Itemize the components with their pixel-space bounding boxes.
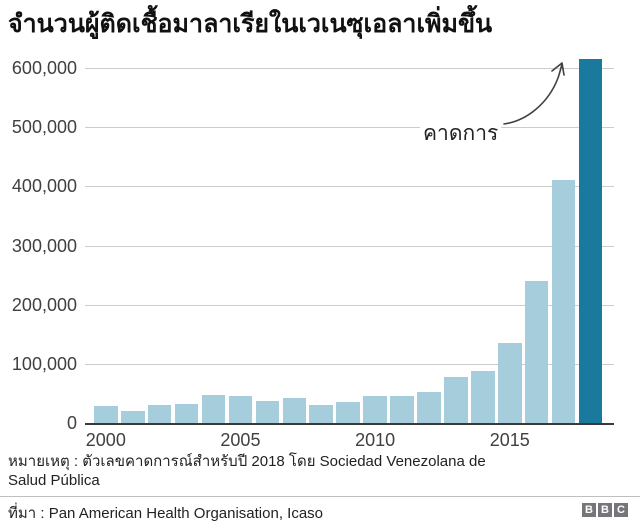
footnote-line-2: Salud Pública: [8, 472, 100, 489]
gridline-500,000: [85, 127, 614, 129]
bar-2015: [497, 342, 522, 423]
bar-2002: [147, 405, 172, 423]
source-credit: ที่มา : Pan American Health Organisation…: [8, 505, 324, 522]
y-tick-300,000: 300,000: [11, 235, 77, 256]
bar-2005: [228, 395, 253, 423]
bar-2003: [174, 404, 199, 423]
bar-2016: [524, 281, 549, 423]
y-tick-400,000: 400,000: [11, 176, 77, 197]
y-tick-0: 0: [66, 413, 77, 433]
gridline-300,000: [85, 245, 614, 247]
plot-area: [85, 45, 614, 425]
y-tick-200,000: 200,000: [11, 294, 77, 315]
bar-2000: [94, 405, 118, 423]
bar-2007: [282, 398, 307, 423]
bar-2012: [417, 392, 441, 423]
x-axis: 2000 2005 2010 2015: [85, 430, 614, 452]
bbc-logo: B B C: [582, 503, 628, 517]
bbc-logo-block-2: B: [598, 503, 612, 517]
footnote-line-1: หมายเหตุ : ตัวเลขคาดการณ์สำหรับปี 2018 โ…: [8, 453, 486, 470]
bar-2008: [309, 404, 334, 423]
gridline-400,000: [85, 186, 614, 188]
x-tick-2010: 2010: [355, 430, 396, 450]
bar-2004: [201, 395, 226, 423]
gridline-100,000: [85, 363, 614, 365]
footer-divider: [0, 496, 640, 497]
y-axis: 0 100,000 200,000 300,000 400,000 500,000 600,…: [0, 0, 77, 440]
bar-2006: [255, 401, 280, 423]
y-tick-100,000: 100,000: [11, 353, 77, 374]
bbc-logo-block-3: C: [614, 503, 628, 517]
bar-2017: [551, 179, 576, 423]
x-tick-2005: 2005: [220, 430, 261, 450]
page-title: จำนวนผู้ติดเชื้อมาลาเรียในเวเนซุเอลาเพิ่…: [8, 10, 493, 38]
bar-2011: [390, 395, 414, 423]
bar-2009: [336, 402, 360, 423]
footnote: หมายเหตุ : ตัวเลขคาดการณ์สำหรับปี 2018 โ…: [8, 452, 628, 490]
bar-2014: [471, 370, 495, 423]
x-tick-2000: 2000: [85, 430, 126, 450]
gridline-200,000: [85, 304, 614, 306]
bar-2018: [578, 59, 603, 423]
y-tick-500,000: 500,000: [11, 117, 77, 138]
x-tick-2015: 2015: [489, 430, 530, 450]
gridline-600,000: [85, 68, 614, 69]
bbc-logo-block-1: B: [582, 503, 596, 517]
y-tick-600,000: 600,000: [11, 58, 77, 78]
forecast-annotation-label: คาดการ: [420, 117, 502, 150]
bar-2013: [444, 376, 468, 423]
bar-2010: [363, 396, 387, 423]
bar-2001: [120, 410, 145, 423]
